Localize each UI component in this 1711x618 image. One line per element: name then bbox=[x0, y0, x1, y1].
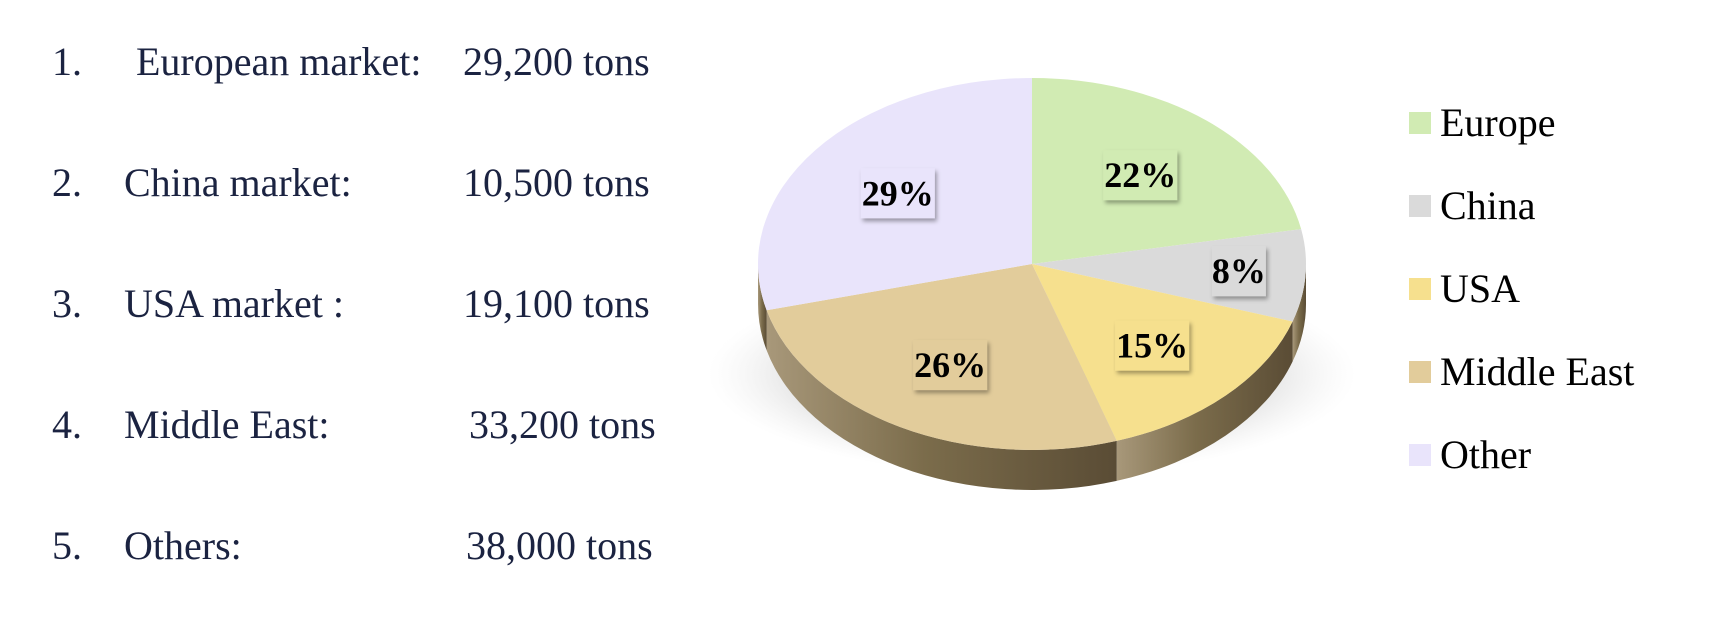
market-item-china: 2. China market: 10,500 tons bbox=[0, 153, 700, 213]
market-item-others: 5. Others: 38,000 tons bbox=[0, 516, 700, 576]
data-label-europe: 22% bbox=[1103, 150, 1178, 201]
svg-text:8%: 8% bbox=[1212, 251, 1266, 291]
item-label: USA market : bbox=[124, 281, 344, 326]
item-value: 19,100 tons bbox=[463, 281, 650, 326]
data-label-middle-east: 26% bbox=[913, 340, 988, 391]
svg-text:22%: 22% bbox=[1104, 155, 1176, 195]
data-label-other: 29% bbox=[860, 168, 935, 219]
item-value: 29,200 tons bbox=[463, 39, 650, 84]
item-value: 38,000 tons bbox=[466, 523, 653, 568]
market-item-usa: 3. USA market : 19,100 tons bbox=[0, 274, 700, 334]
legend-item-middle-east: Middle East bbox=[1409, 349, 1634, 394]
item-number: 2. bbox=[52, 160, 82, 205]
pie-side-china bbox=[1292, 264, 1306, 362]
item-label: Others: bbox=[124, 523, 242, 568]
chart-legend: Europe China USA Middle East Other bbox=[1409, 100, 1634, 477]
pie-side-middle-east bbox=[766, 310, 1117, 491]
data-label-china: 8% bbox=[1211, 246, 1266, 297]
svg-text:China: China bbox=[1440, 183, 1536, 228]
svg-text:26%: 26% bbox=[914, 345, 986, 385]
item-number: 4. bbox=[52, 402, 82, 447]
pie-side-usa bbox=[1116, 321, 1293, 481]
legend-item-china: China bbox=[1409, 183, 1536, 228]
market-item-europe: 1. European market: 29,200 tons bbox=[0, 32, 700, 92]
legend-item-europe: Europe bbox=[1409, 100, 1556, 145]
item-label: European market: bbox=[136, 39, 422, 84]
item-value: 33,200 tons bbox=[469, 402, 656, 447]
svg-text:Europe: Europe bbox=[1440, 100, 1556, 145]
item-number: 1. bbox=[52, 39, 82, 84]
market-list: 1. European market: 29,200 tons 2. China… bbox=[0, 0, 700, 618]
svg-text:15%: 15% bbox=[1116, 326, 1188, 366]
item-value: 10,500 tons bbox=[463, 160, 650, 205]
item-number: 3. bbox=[52, 281, 82, 326]
legend-item-other: Other bbox=[1409, 432, 1531, 477]
item-label: China market: bbox=[124, 160, 352, 205]
svg-text:Middle East: Middle East bbox=[1440, 349, 1634, 394]
data-label-usa: 15% bbox=[1115, 320, 1190, 371]
market-item-middle-east: 4. Middle East: 33,200 tons bbox=[0, 395, 700, 455]
pie-side-other bbox=[758, 264, 767, 351]
svg-text:USA: USA bbox=[1440, 266, 1520, 311]
svg-text:Other: Other bbox=[1440, 432, 1531, 477]
item-label: Middle East: bbox=[124, 402, 330, 447]
svg-text:29%: 29% bbox=[862, 173, 934, 213]
item-number: 5. bbox=[52, 523, 82, 568]
legend-item-usa: USA bbox=[1409, 266, 1520, 311]
